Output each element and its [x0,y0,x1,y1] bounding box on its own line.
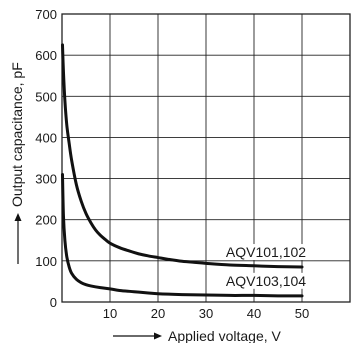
series-line-1 [60,43,304,269]
x-tick-label: 30 [199,306,213,321]
plot-frame [61,13,351,303]
y-tick-label: 100 [35,254,57,269]
series-label-2: AQV103,104 [226,273,306,289]
y-axis-title: Output capacitance, pF [9,62,25,207]
series-label-backdrop [218,272,314,289]
x-tick-label: 40 [247,306,261,321]
y-tick-label: 300 [35,172,57,187]
x-axis-arrow-head [154,332,162,340]
series-line-2 [60,172,304,298]
y-tick-label: 500 [35,89,57,104]
y-tick-label: 200 [35,213,57,228]
y-tick-label: 700 [35,7,57,22]
y-tick-label: 0 [50,295,57,310]
x-tick-label: 10 [103,306,117,321]
series-label-1: AQV101,102 [226,244,306,260]
x-axis-title: Applied voltage, V [168,328,282,343]
x-tick-label: 50 [295,306,309,321]
y-tick-label: 600 [35,48,57,63]
y-axis-arrow-head [14,213,22,221]
y-tick-label: 400 [35,130,57,145]
x-tick-label: 20 [151,306,165,321]
series-label-backdrop [218,244,314,261]
